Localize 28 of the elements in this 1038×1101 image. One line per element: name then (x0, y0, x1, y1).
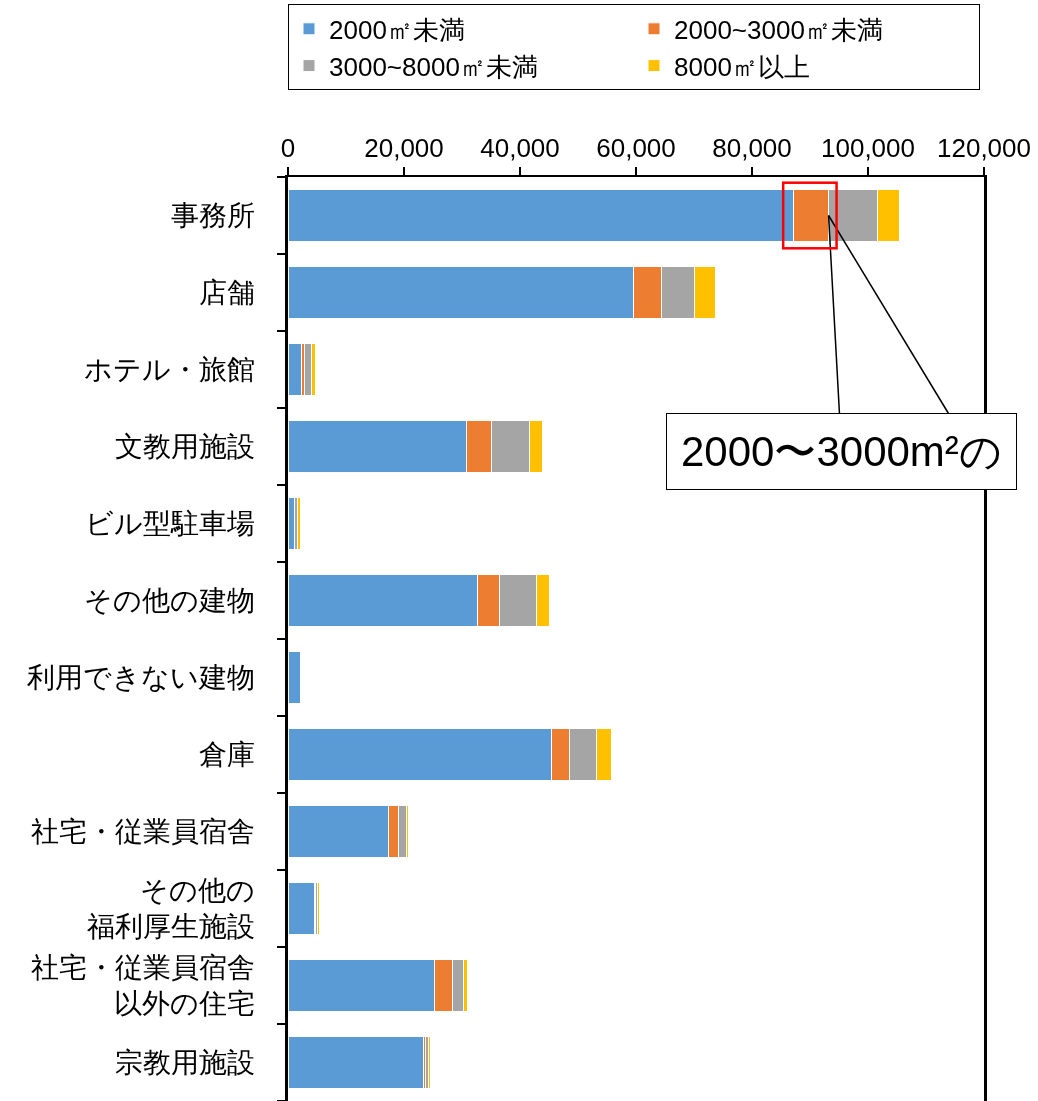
x-tick-label: 20,000 (364, 132, 444, 163)
x-tick-label: 60,000 (596, 132, 676, 163)
y-tick-label: 文教用施設 (115, 431, 256, 463)
annotation: 2000〜3000m²の (681, 428, 1002, 475)
y-tick-label: その他の建物 (84, 585, 256, 617)
y-tick-label: 倉庫 (199, 739, 256, 771)
bar (288, 651, 301, 704)
legend-label: 2000㎡未満 (329, 14, 465, 45)
x-tick-label: 40,000 (480, 132, 560, 163)
y-tick-label: その他の福利厚生施設 (87, 875, 256, 943)
bar (288, 882, 315, 935)
y-tick-label: 事務所 (171, 200, 256, 232)
y-tick-label: ホテル・旅館 (84, 354, 256, 386)
y-tick-label: 利用できない建物 (27, 662, 256, 694)
y-tick-label: 社宅・従業員宿舎 (31, 816, 256, 848)
y-tick-label: ビル型駐車場 (85, 508, 256, 540)
legend-label: 3000~8000㎡未満 (329, 51, 538, 82)
x-tick-label: 120,000 (937, 132, 1031, 163)
legend-label: 2000~3000㎡未満 (674, 14, 883, 45)
x-tick-label: 80,000 (712, 132, 792, 163)
y-tick-label: 宗教用施設 (115, 1047, 256, 1079)
bar (288, 343, 302, 396)
legend-label: 8000㎡以上 (674, 51, 810, 82)
x-tick-label: 100,000 (821, 132, 915, 163)
y-tick-label: 社宅・従業員宿舎以外の住宅 (31, 952, 256, 1020)
x-tick-label: 0 (280, 132, 296, 163)
bar (288, 1036, 424, 1089)
y-tick-label: 店舗 (199, 277, 256, 309)
